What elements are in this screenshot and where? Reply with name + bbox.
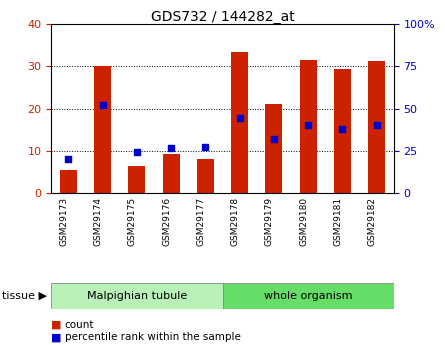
Text: tissue ▶: tissue ▶ [2,291,47,301]
Point [373,122,380,128]
Point [99,102,106,108]
Text: GSM29177: GSM29177 [196,197,205,246]
Text: GSM29175: GSM29175 [128,197,137,246]
Text: percentile rank within the sample: percentile rank within the sample [65,333,240,342]
Text: GSM29176: GSM29176 [162,197,171,246]
Point [65,157,72,162]
Point [236,115,243,121]
Text: GSM29174: GSM29174 [93,197,102,246]
Text: GSM29173: GSM29173 [59,197,69,246]
Text: GSM29181: GSM29181 [333,197,343,246]
Bar [231,52,248,193]
Point [134,149,141,155]
Text: GSM29179: GSM29179 [265,197,274,246]
Text: GDS732 / 144282_at: GDS732 / 144282_at [150,10,295,24]
Bar [128,166,146,193]
Text: GSM29182: GSM29182 [368,197,376,246]
Text: count: count [65,320,94,330]
Text: ■: ■ [51,320,65,330]
Text: ■: ■ [51,333,65,342]
Bar [60,170,77,193]
Bar [265,104,283,193]
Text: GSM29178: GSM29178 [231,197,240,246]
Point [271,136,278,142]
Bar [368,61,385,193]
Point [202,144,209,149]
Bar [299,60,317,193]
Bar [334,69,351,193]
Bar [94,66,111,193]
Bar [222,283,394,309]
Point [305,122,312,128]
Text: Malpighian tubule: Malpighian tubule [87,291,187,301]
Bar [197,159,214,193]
Bar [51,283,223,309]
Text: whole organism: whole organism [264,291,352,301]
Bar [162,154,180,193]
Point [168,146,175,151]
Text: GSM29180: GSM29180 [299,197,308,246]
Point [339,126,346,132]
